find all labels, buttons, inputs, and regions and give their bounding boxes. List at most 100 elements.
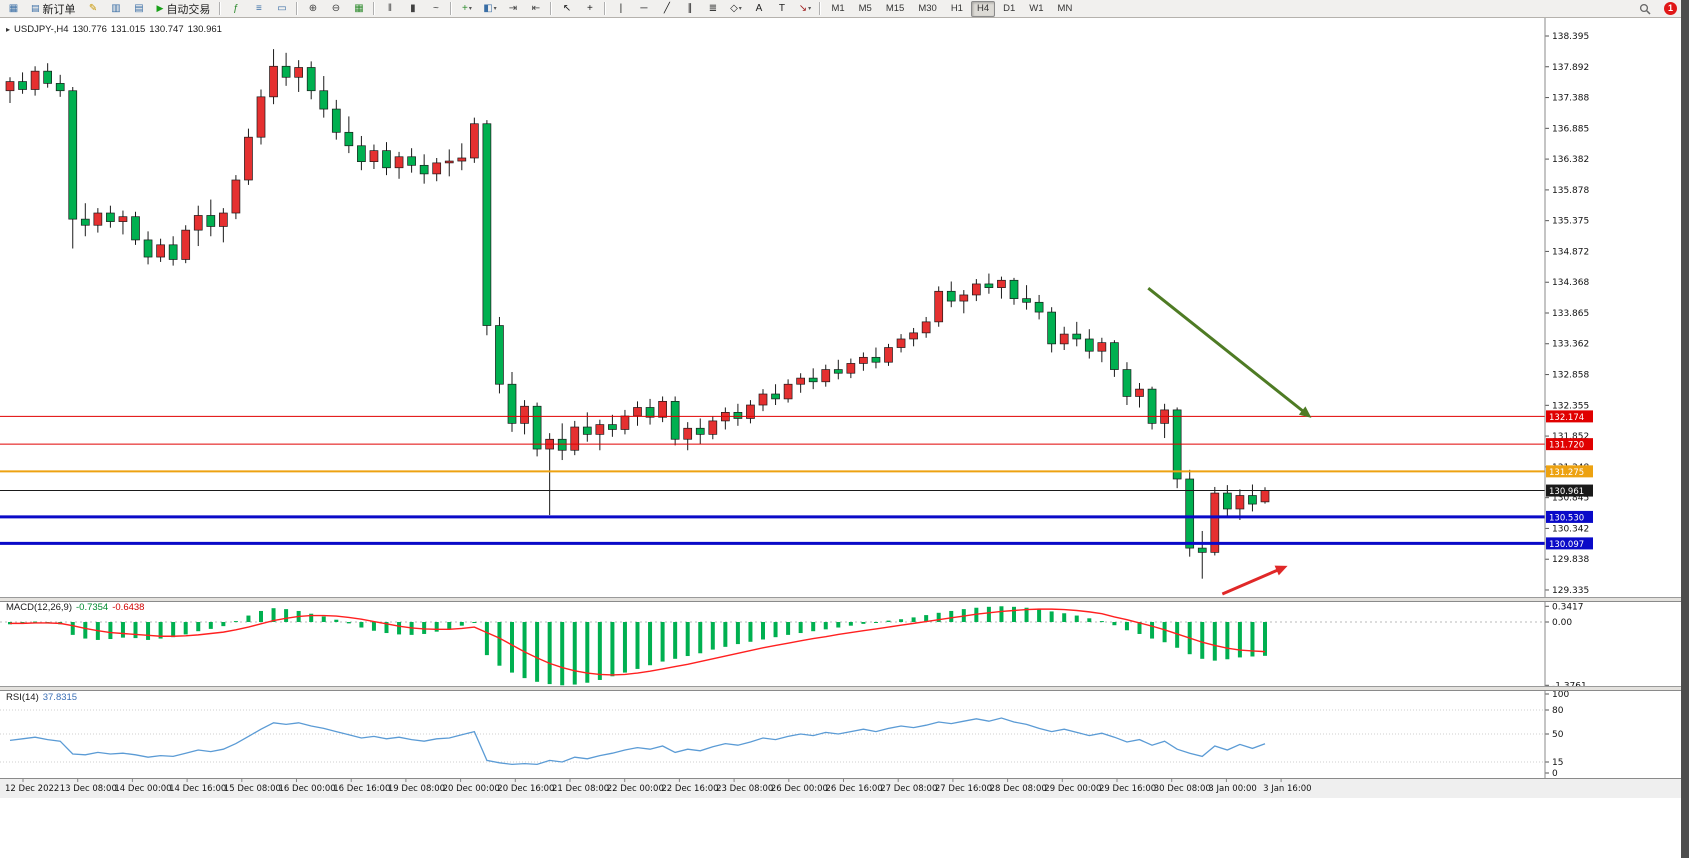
candle-bearish bbox=[1147, 388, 1157, 424]
timeframe-button-m1[interactable]: M1 bbox=[831, 2, 845, 14]
indicators-icon[interactable]: ƒ bbox=[233, 2, 239, 14]
crosshair-icon[interactable]: + bbox=[587, 2, 593, 14]
macd-histogram-bar bbox=[886, 620, 891, 622]
macd-histogram-bar bbox=[585, 622, 590, 683]
candle-bearish bbox=[645, 407, 655, 418]
timeframe-button-h1[interactable]: H1 bbox=[950, 2, 963, 14]
horizontal-line-icon[interactable]: ─ bbox=[640, 2, 648, 14]
macd-histogram-bar bbox=[1112, 622, 1117, 626]
reversal-up-arrow[interactable] bbox=[1221, 567, 1281, 596]
macd-histogram-bar bbox=[1137, 622, 1142, 634]
panel-separator[interactable] bbox=[0, 597, 1681, 602]
time-axis[interactable] bbox=[0, 778, 1681, 798]
profiles-icon[interactable]: ◧ ▾ bbox=[483, 2, 497, 14]
timeframe-button-m15[interactable]: M15 bbox=[885, 2, 905, 14]
text-label-icon[interactable]: T bbox=[778, 2, 785, 14]
text-icon[interactable]: A bbox=[755, 2, 763, 14]
candle-bearish bbox=[833, 369, 843, 374]
candle-bearish bbox=[306, 67, 316, 92]
macd-histogram-bar bbox=[899, 619, 904, 622]
panel-separator[interactable] bbox=[0, 686, 1681, 691]
line-chart-icon[interactable]: ~ bbox=[433, 2, 439, 14]
macd-histogram-bar bbox=[773, 622, 778, 638]
candle-bearish bbox=[871, 356, 881, 363]
macd-histogram-bar bbox=[1175, 622, 1180, 648]
metaeditor-icon[interactable]: ✎ bbox=[88, 2, 98, 14]
chart-shift-icon[interactable]: ⇤ bbox=[531, 2, 541, 14]
macd-histogram-bar bbox=[1263, 622, 1267, 656]
timeframe-button-mn[interactable]: MN bbox=[1057, 2, 1073, 14]
macd-histogram-bar bbox=[20, 622, 25, 623]
trendline-icon[interactable]: ╱ bbox=[663, 2, 670, 14]
expand-icon[interactable]: ▸ bbox=[6, 25, 11, 34]
macd-histogram-bar bbox=[1074, 615, 1079, 622]
search-icon[interactable] bbox=[1634, 0, 1655, 17]
data-window-icon[interactable]: ▤ bbox=[134, 2, 144, 14]
candle-bearish bbox=[1072, 333, 1082, 340]
new-chart-icon[interactable]: + ▾ bbox=[462, 2, 472, 14]
chart-window-icon[interactable]: ▦ bbox=[8, 2, 19, 14]
market-watch-icon[interactable]: ▥ bbox=[111, 2, 121, 14]
timeframe-button-w1[interactable]: W1 bbox=[1029, 2, 1044, 14]
zoom-out-icon[interactable]: ⊖ bbox=[331, 2, 341, 14]
candlestick-chart-icon[interactable]: ▮ bbox=[410, 2, 416, 14]
candle-bullish bbox=[444, 160, 454, 164]
timeframe-button-m5[interactable]: M5 bbox=[858, 2, 872, 14]
macd-histogram-bar bbox=[133, 622, 138, 639]
zoom-in-icon[interactable]: ⊕ bbox=[308, 2, 318, 14]
macd-histogram-bar bbox=[108, 622, 113, 640]
macd-histogram-bar bbox=[823, 622, 828, 630]
macd-histogram-bar bbox=[409, 622, 414, 635]
navigator-icon[interactable]: ≡ bbox=[256, 2, 262, 14]
macd-histogram-bar bbox=[309, 613, 314, 622]
macd-histogram-bar bbox=[371, 622, 376, 631]
equidistant-channel-icon[interactable]: ∥ bbox=[687, 2, 693, 14]
price-tag-label: 132.174 bbox=[1549, 413, 1584, 423]
candle-bearish bbox=[507, 383, 517, 424]
autotrading-icon: ▶ bbox=[156, 3, 164, 13]
shapes-icon[interactable]: ◇ ▾ bbox=[730, 2, 742, 14]
candle-bullish bbox=[181, 229, 191, 260]
candle-bearish bbox=[1122, 369, 1132, 397]
macd-axis-label: 0.00 bbox=[1552, 618, 1572, 628]
macd-histogram-bar bbox=[259, 610, 263, 622]
candle-bearish bbox=[532, 405, 542, 450]
auto-scroll-icon[interactable]: ⇥ bbox=[508, 2, 518, 14]
bar-chart-icon[interactable]: ‖ bbox=[387, 2, 392, 14]
macd-histogram-bar bbox=[296, 610, 301, 622]
macd-histogram-bar bbox=[120, 622, 125, 638]
price-axis-label: 138.395 bbox=[1552, 32, 1589, 42]
candle-bearish bbox=[143, 239, 153, 258]
price-tag bbox=[1546, 484, 1593, 497]
price-axis-label: 133.865 bbox=[1552, 309, 1589, 319]
cursor-icon[interactable]: ↖ bbox=[562, 2, 572, 14]
macd-histogram-bar bbox=[861, 622, 866, 624]
toolbar-separator bbox=[604, 2, 607, 15]
tile-windows-icon[interactable]: ▦ bbox=[354, 2, 364, 14]
trend-down-arrow[interactable] bbox=[1147, 287, 1307, 415]
macd-histogram-bar bbox=[1150, 622, 1155, 639]
toolbar-separator bbox=[819, 2, 822, 15]
vertical-line-icon[interactable]: | bbox=[619, 2, 623, 14]
notification-badge[interactable]: 1 bbox=[1664, 2, 1677, 15]
candle-bullish bbox=[294, 67, 303, 78]
timeframe-button-m30[interactable]: M30 bbox=[918, 2, 937, 14]
candle-bearish bbox=[1110, 342, 1119, 370]
candle-bearish bbox=[733, 412, 743, 419]
new-order-button[interactable]: ▤ 新订单 bbox=[26, 1, 81, 16]
timeframe-button-h4[interactable]: H4 bbox=[970, 0, 996, 17]
fibonacci-icon[interactable]: ≣ bbox=[708, 2, 718, 14]
window-scrollbar[interactable] bbox=[1681, 0, 1689, 858]
arrows-icon[interactable]: ↘ ▾ bbox=[798, 2, 812, 14]
candle-bearish bbox=[131, 216, 140, 241]
timeframe-button-d1[interactable]: D1 bbox=[1003, 2, 1016, 14]
candle-bullish bbox=[5, 81, 15, 92]
candle-bullish bbox=[595, 424, 605, 435]
terminal-icon[interactable]: ▭ bbox=[277, 2, 287, 14]
autotrading-button[interactable]: ▶ 自动交易 bbox=[152, 1, 216, 16]
symbol-timeframe: USDJPY-,H4 bbox=[14, 24, 69, 35]
candle-bearish bbox=[946, 290, 956, 302]
candle-bearish bbox=[319, 90, 329, 110]
price-axis-label: 136.885 bbox=[1552, 124, 1589, 134]
